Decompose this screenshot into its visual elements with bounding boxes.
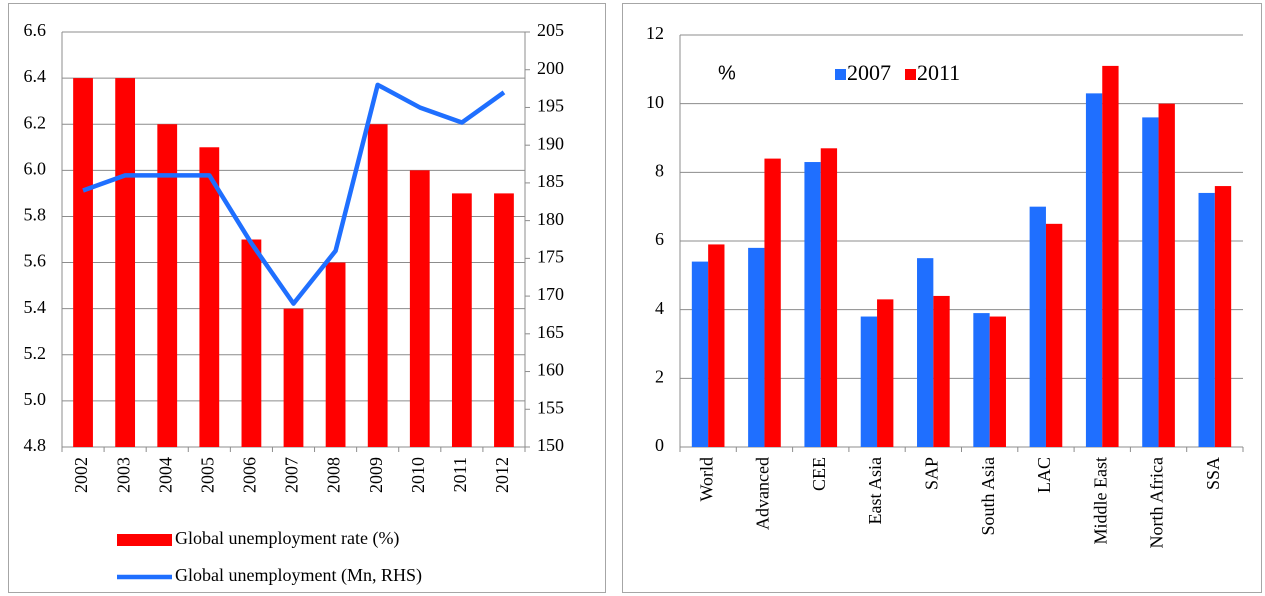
y-tick-label: 6.4 <box>24 66 47 86</box>
y2-tick-label: 185 <box>537 171 564 191</box>
bar <box>367 124 388 447</box>
y-tick-label: 5.4 <box>24 297 47 317</box>
bar <box>764 158 781 447</box>
y-tick-label: 5.0 <box>24 389 47 409</box>
y2-tick-label: 155 <box>537 397 564 417</box>
y-tick-label: 6.6 <box>24 20 47 40</box>
x-tick-label: 2002 <box>71 457 91 493</box>
line <box>82 82 506 306</box>
x-tick-label: East Asia <box>865 457 885 525</box>
bar <box>1198 192 1215 447</box>
y2-tick-label: 170 <box>537 284 564 304</box>
y2-tick-label: 205 <box>537 20 564 40</box>
y2-tick-label: 195 <box>537 96 564 116</box>
bar <box>933 295 950 447</box>
y-tick-label: 5.8 <box>24 205 47 225</box>
bar <box>1102 65 1119 448</box>
y-tick-label: 8 <box>655 160 664 180</box>
y-tick-label: 4.8 <box>24 435 47 455</box>
y-tick-label: 6.2 <box>24 112 47 132</box>
bar <box>494 193 514 447</box>
y-tick-label: 6.0 <box>24 158 47 178</box>
y-tick-label: 5.6 <box>24 251 47 271</box>
x-tick-label: 2012 <box>492 457 512 493</box>
x-tick-label: LAC <box>1034 457 1054 493</box>
x-tick-label: Advanced <box>753 457 773 530</box>
bar <box>989 316 1006 447</box>
annotation: % <box>718 62 736 84</box>
bar <box>1142 117 1159 448</box>
y-tick-label: 10 <box>646 92 664 112</box>
x-tick-label: 2003 <box>113 457 133 493</box>
bar <box>1158 103 1175 448</box>
x-tick-label: North Africa <box>1147 457 1167 548</box>
x-tick-label: South Asia <box>978 457 998 536</box>
y2-tick-label: 150 <box>537 435 564 455</box>
bar <box>804 162 821 448</box>
bar <box>199 147 220 447</box>
y-tick-label: 12 <box>646 23 664 43</box>
bar <box>283 308 304 447</box>
legend-swatch <box>905 69 916 80</box>
x-tick-label: 2011 <box>450 457 470 492</box>
y-tick-label: 2 <box>655 366 664 386</box>
bar <box>860 316 878 447</box>
y2-tick-label: 190 <box>537 133 564 153</box>
bar <box>1214 186 1232 448</box>
bar <box>325 262 346 447</box>
y2-tick-label: 175 <box>537 246 564 266</box>
x-tick-label: CEE <box>809 457 829 491</box>
legend-swatch <box>117 534 172 546</box>
x-tick-label: 2010 <box>408 457 428 493</box>
x-tick-label: Middle East <box>1090 457 1110 545</box>
bar <box>1085 93 1103 447</box>
bar <box>409 170 430 448</box>
x-tick-label: 2007 <box>282 457 302 493</box>
y-tick-label: 5.2 <box>24 343 47 363</box>
y-tick-label: 0 <box>655 435 664 455</box>
bar <box>973 313 990 447</box>
legend-swatch <box>835 69 846 80</box>
legend-label: 2011 <box>917 60 960 85</box>
left-panel <box>8 3 606 593</box>
x-tick-label: 2006 <box>240 457 260 493</box>
bar <box>73 78 93 447</box>
x-tick-label: SSA <box>1203 457 1223 490</box>
bar <box>708 244 725 447</box>
bar <box>451 193 472 447</box>
bar <box>115 78 136 447</box>
y-tick-label: 4 <box>655 298 664 318</box>
bar <box>157 124 178 447</box>
y2-tick-label: 200 <box>537 58 564 78</box>
x-tick-label: 2004 <box>155 457 175 493</box>
x-tick-label: 2005 <box>197 457 217 493</box>
y2-tick-label: 180 <box>537 209 564 229</box>
legend-label: Global unemployment rate (%) <box>175 528 399 549</box>
y-tick-label: 6 <box>655 229 664 249</box>
legend-label: 2007 <box>847 60 891 85</box>
x-tick-label: 2008 <box>324 457 344 493</box>
x-tick-label: World <box>696 457 716 502</box>
bar <box>917 258 934 447</box>
legend-label: Global unemployment (Mn, RHS) <box>175 565 422 586</box>
bar <box>748 247 765 447</box>
bar <box>1045 223 1063 447</box>
bar <box>1029 206 1046 447</box>
bar <box>241 239 262 447</box>
bar <box>691 261 709 447</box>
x-tick-label: SAP <box>921 457 941 490</box>
bar <box>877 299 894 447</box>
y2-tick-label: 165 <box>537 322 564 342</box>
y2-tick-label: 160 <box>537 360 564 380</box>
x-tick-label: 2009 <box>366 457 386 493</box>
bar <box>820 148 838 448</box>
